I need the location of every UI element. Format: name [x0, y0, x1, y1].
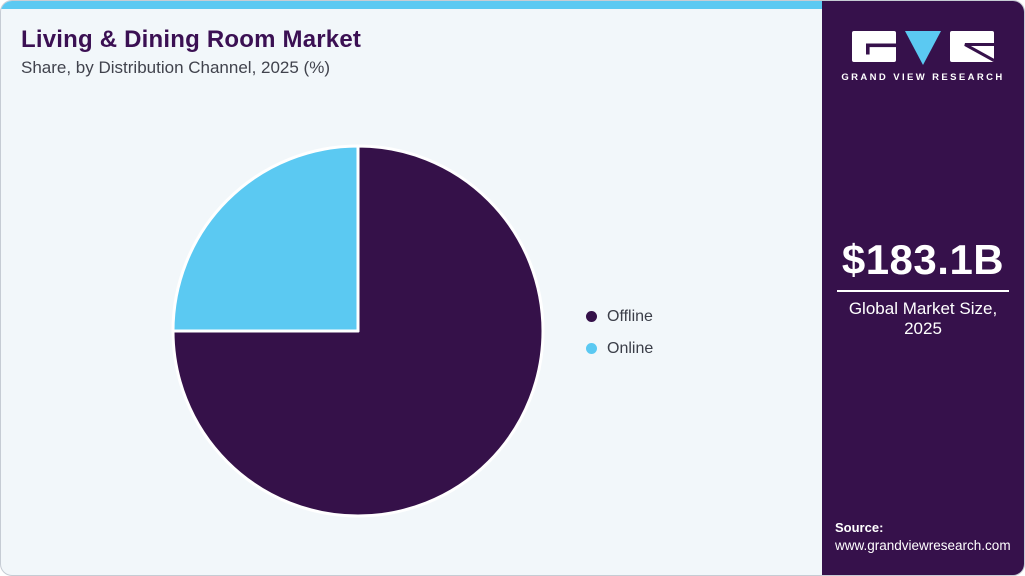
- logo-g-tile-icon: [852, 31, 896, 62]
- page-subtitle: Share, by Distribution Channel, 2025 (%): [21, 58, 330, 78]
- gvr-logo-icon: [822, 31, 1024, 65]
- market-size-caption-line1: Global Market Size,: [848, 299, 998, 319]
- legend-item-offline: Offline: [586, 304, 653, 329]
- market-size-divider: [837, 290, 1009, 293]
- pie-slice-online: [171, 144, 360, 333]
- offline-legend-dot-icon: [586, 311, 597, 322]
- market-size-value: $183.1B: [841, 236, 1005, 283]
- legend-label-offline: Offline: [607, 307, 653, 325]
- market-size-caption-line2: 2025: [904, 319, 942, 339]
- source-block: Source: www.grandviewresearch.com: [835, 519, 1011, 555]
- chart-header: Living & Dining Room Market Share, by Di…: [21, 26, 362, 78]
- pie-chart-container: [169, 142, 547, 520]
- page-title: Living & Dining Room Market: [21, 26, 362, 53]
- online-legend-dot-icon: [586, 343, 597, 354]
- legend-item-online: Online: [586, 336, 653, 361]
- market-size-caption: Global Market Size, 2025: [822, 299, 1024, 339]
- source-label: Source:: [835, 520, 884, 536]
- market-size-block: $183.1B Global Market Size, 2025: [822, 236, 1024, 339]
- pie-chart: [171, 144, 545, 518]
- chart-area: Living & Dining Room Market Share, by Di…: [1, 1, 822, 575]
- company-logo: GRAND VIEW RESEARCH: [822, 31, 1024, 83]
- logo-v-triangle-icon: [905, 31, 941, 65]
- pie-slice-offline: [171, 144, 545, 518]
- brand-name: GRAND VIEW RESEARCH: [841, 72, 1005, 83]
- logo-r-tile-icon: [950, 31, 994, 62]
- legend-label-online: Online: [607, 339, 654, 357]
- top-accent-bar: [1, 1, 822, 9]
- source-url[interactable]: www.grandviewresearch.com: [835, 537, 1011, 553]
- chart-legend: Offline Online: [586, 304, 653, 361]
- brand-sidebar: GRAND VIEW RESEARCH $183.1B Global Marke…: [822, 1, 1024, 575]
